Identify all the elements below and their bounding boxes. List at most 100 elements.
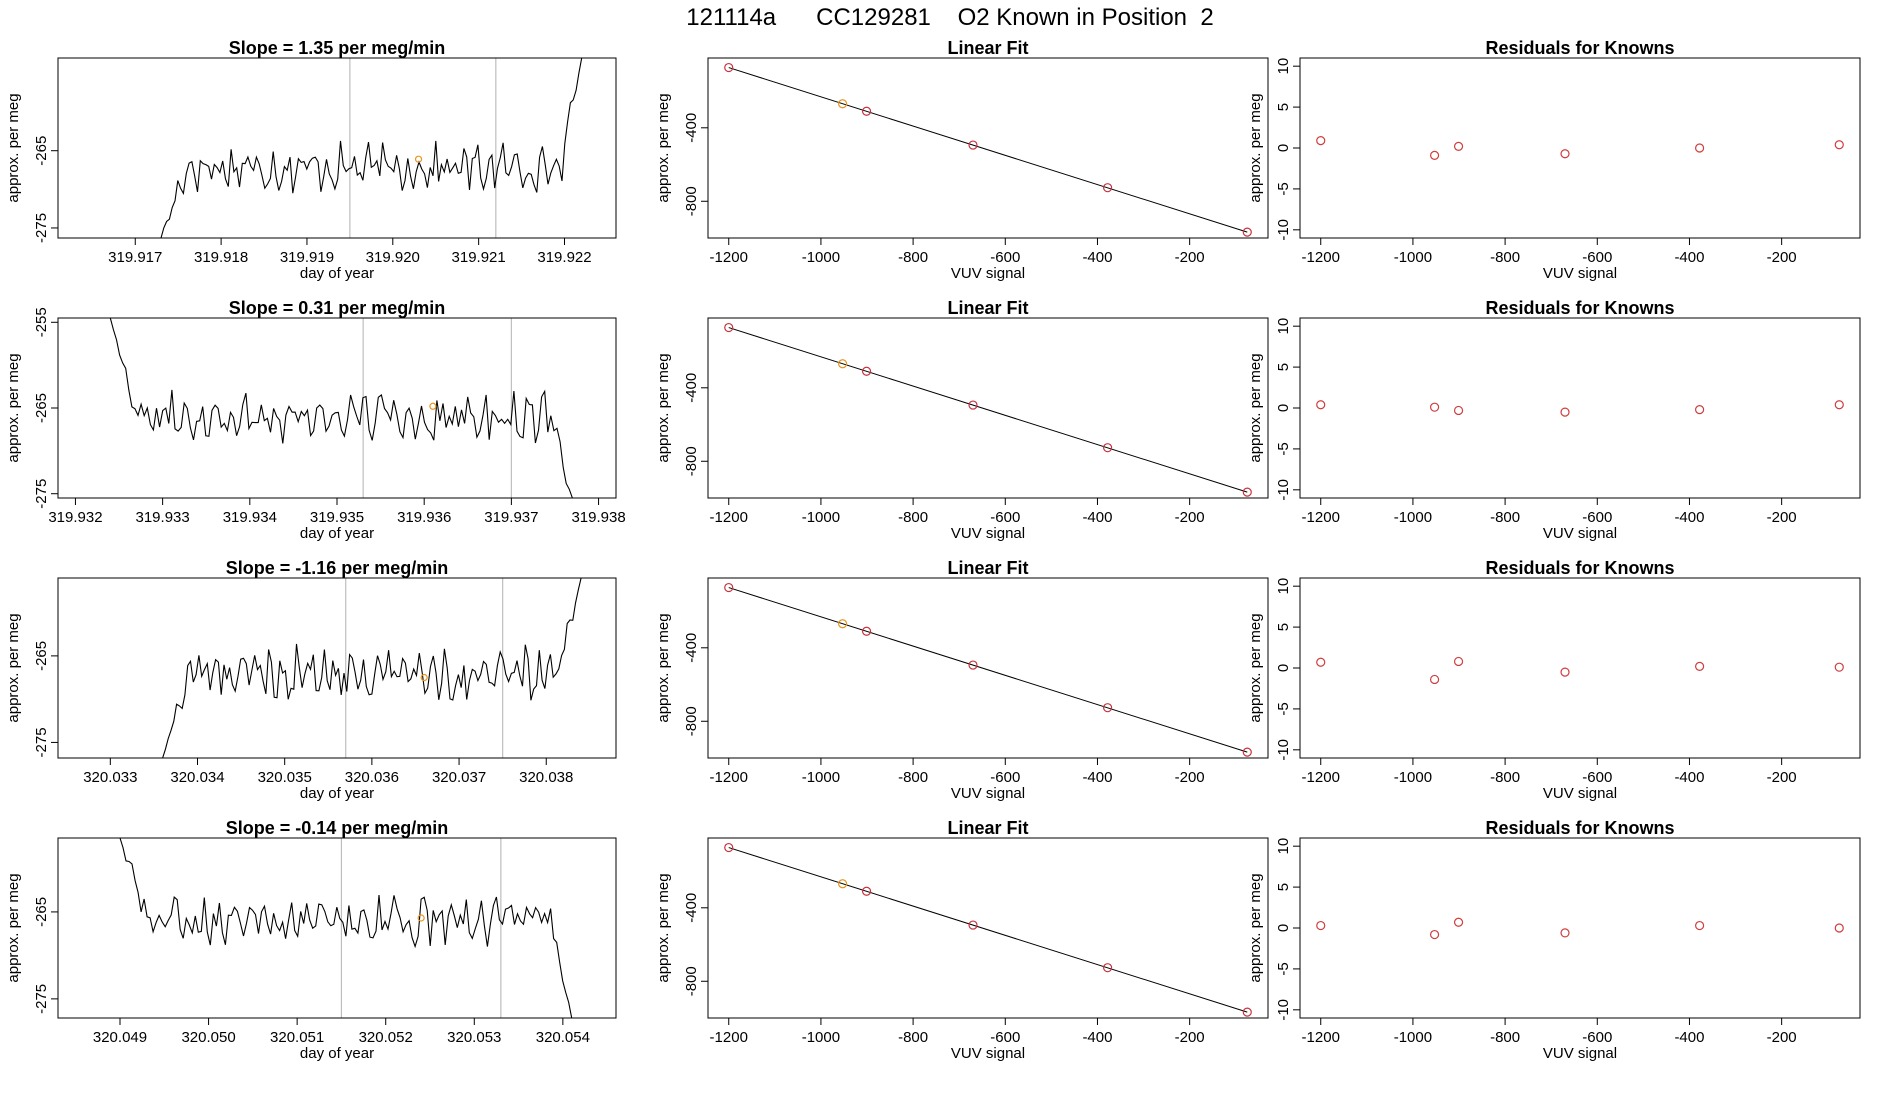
y-tick-label: -400: [683, 893, 700, 923]
x-tick-label: 320.053: [447, 1029, 501, 1046]
x-tick-label: -400: [1674, 769, 1704, 786]
data-point: [1429, 929, 1440, 940]
x-tick-label: 320.050: [181, 1029, 235, 1046]
data-point: [724, 842, 734, 853]
y-tick-label: 5: [1275, 103, 1292, 111]
page-title: 121114a CC129281 O2 Known in Position 2: [686, 4, 1214, 31]
data-point: [1316, 136, 1326, 146]
x-tick-label: -800: [1490, 249, 1520, 266]
y-tick-label: 10: [1275, 318, 1292, 335]
y-tick-label: -265: [33, 393, 50, 423]
x-tick-label: 320.036: [345, 769, 399, 786]
x-axis-label: day of year: [300, 265, 374, 282]
data-point: [1560, 407, 1570, 417]
y-tick-label: -800: [683, 186, 700, 216]
data-point: [861, 626, 872, 636]
data-point: [1560, 928, 1570, 938]
x-tick-label: -1200: [710, 1029, 748, 1046]
y-tick-label: 0: [1275, 664, 1292, 672]
y-tick-label: -5: [1275, 442, 1292, 455]
data-point: [1429, 150, 1440, 160]
x-tick-label: -400: [1674, 249, 1704, 266]
y-tick-label: -10: [1275, 739, 1292, 761]
plot-frame: [57, 577, 617, 759]
plot-area: [1316, 656, 1844, 685]
fit-line: [728, 587, 1248, 753]
panel-fit-3: Linear Fit -1200 -1000 -800 -600 -400 -200 -400…: [655, 558, 1269, 802]
panel-fit-2: Linear Fit -1200 -1000 -800 -600 -400 -200 -400…: [655, 298, 1269, 542]
y-tick-label: -10: [1275, 479, 1292, 501]
plot-frame: [1299, 317, 1861, 499]
plot-frame: [57, 837, 617, 1019]
x-tick-label: 319.936: [397, 509, 451, 526]
panel-title: Linear Fit: [947, 38, 1028, 58]
panel-title: Slope = -0.14 per meg/min: [226, 818, 449, 838]
data-point: [1560, 667, 1570, 677]
x-tick-label: -1200: [1302, 509, 1340, 526]
data-point: [1103, 963, 1113, 973]
x-tick-label: -1000: [802, 769, 840, 786]
x-tick-label: 320.051: [270, 1029, 324, 1046]
plot-area: [724, 62, 1252, 237]
data-point: [1453, 141, 1464, 151]
x-tick-label: -1200: [710, 249, 748, 266]
panel-resid-1: Residuals for Knowns -1200 -1000 -800 -600 -4…: [1247, 38, 1861, 282]
y-tick-label: -275: [33, 727, 50, 757]
x-tick-label: -800: [1490, 1029, 1520, 1046]
fit-line: [728, 847, 1248, 1013]
data-point: [968, 920, 978, 930]
y-tick-label: -10: [1275, 219, 1292, 241]
plot-area: [119, 838, 573, 1018]
data-point: [837, 359, 848, 369]
panel-title: Slope = 0.31 per meg/min: [229, 298, 446, 318]
x-tick-label: -1200: [1302, 769, 1340, 786]
x-axis-label: VUV signal: [951, 265, 1025, 282]
plot-frame: [57, 57, 617, 239]
x-tick-label: -400: [1082, 769, 1112, 786]
y-axis-label: approx. per meg: [1247, 613, 1264, 722]
plot-area: [1316, 136, 1844, 160]
x-tick-label: 319.917: [108, 249, 162, 266]
x-tick-label: 319.933: [136, 509, 190, 526]
data-point: [1316, 400, 1326, 410]
data-point: [724, 322, 734, 333]
y-tick-label: 5: [1275, 363, 1292, 371]
x-tick-label: 320.054: [536, 1029, 590, 1046]
data-point: [1103, 183, 1113, 193]
data-point: [1316, 657, 1326, 667]
y-tick-label: -800: [683, 446, 700, 476]
y-axis-label: approx. per meg: [655, 613, 672, 722]
plot-frame: [57, 317, 617, 499]
plot-frame: [707, 837, 1269, 1019]
x-tick-label: 320.052: [359, 1029, 413, 1046]
y-tick-label: -10: [1275, 999, 1292, 1021]
x-tick-label: -400: [1082, 1029, 1112, 1046]
y-tick-label: 10: [1275, 58, 1292, 75]
x-tick-label: -400: [1082, 249, 1112, 266]
panel-title: Slope = -1.16 per meg/min: [226, 558, 449, 578]
panel-fit-1: Linear Fit -1200 -1000 -800 -600 -400 -200 -400…: [655, 38, 1269, 282]
y-tick-label: 5: [1275, 623, 1292, 631]
panel-title: Residuals for Knowns: [1485, 38, 1674, 58]
x-tick-label: -200: [1175, 249, 1205, 266]
data-point: [968, 140, 978, 150]
x-tick-label: -600: [1582, 249, 1612, 266]
x-tick-label: -400: [1674, 509, 1704, 526]
x-tick-label: 319.938: [571, 509, 625, 526]
data-point: [1834, 400, 1844, 410]
plot-frame: [1299, 57, 1861, 239]
x-tick-label: -1000: [1394, 769, 1432, 786]
data-trace: [109, 318, 573, 498]
y-tick-label: -5: [1275, 962, 1292, 975]
x-tick-label: -600: [990, 769, 1020, 786]
panel-trace-4: Slope = -0.14 per meg/min 320.049 320.050 3…: [5, 818, 617, 1062]
x-tick-label: 319.918: [194, 249, 248, 266]
x-tick-label: -600: [1582, 769, 1612, 786]
y-tick-label: -400: [683, 113, 700, 143]
data-point: [1242, 227, 1252, 237]
x-tick-label: -400: [1674, 1029, 1704, 1046]
x-tick-label: -1000: [802, 509, 840, 526]
x-axis-label: VUV signal: [951, 525, 1025, 542]
x-tick-label: -600: [990, 1029, 1020, 1046]
panel-fit-4: Linear Fit -1200 -1000 -800 -600 -400 -200 -400…: [655, 818, 1269, 1062]
